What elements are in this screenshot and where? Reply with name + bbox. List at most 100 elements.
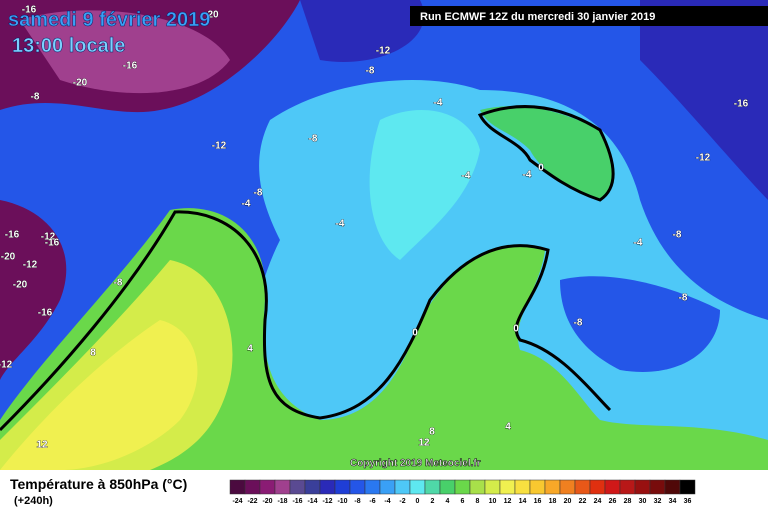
scale-label: 20	[564, 498, 572, 505]
contour-label: -8	[574, 318, 583, 329]
scale-label: 10	[489, 498, 497, 505]
color-swatch	[289, 479, 306, 495]
contour-label: -4	[634, 238, 643, 249]
scale-label: -14	[307, 498, 317, 505]
contour-label: -20	[73, 78, 88, 89]
scale-label: 14	[519, 498, 527, 505]
scale-label: -2	[399, 498, 405, 505]
scale-label: -22	[247, 498, 257, 505]
contour-label: -12	[696, 153, 711, 164]
date: samedi 9 février 2019	[8, 9, 210, 31]
contour-label: 8	[90, 348, 96, 359]
contour-label: -8	[673, 230, 682, 241]
scale-label: -16	[292, 498, 302, 505]
time: 13:00 locale	[12, 35, 125, 57]
contour-label: -20	[13, 280, 28, 291]
contour-label: 12	[418, 438, 430, 449]
color-swatch	[454, 479, 471, 495]
contour-label: 20	[207, 10, 219, 21]
scale-label: -24	[232, 498, 242, 505]
scale-label: -8	[354, 498, 360, 505]
scale-label: 18	[549, 498, 557, 505]
color-swatch	[574, 479, 591, 495]
color-swatch	[499, 479, 516, 495]
color-swatch	[259, 479, 276, 495]
contour-label: -8	[31, 92, 40, 103]
color-swatch	[589, 479, 606, 495]
color-swatch	[469, 479, 486, 495]
scale-label: -20	[262, 498, 272, 505]
scale-label: 28	[624, 498, 632, 505]
color-swatch	[379, 479, 396, 495]
contour-label: 8	[429, 427, 435, 438]
color-scale: -24 -22 -20 -18 -16 -14 -12 -10 -8 -6 -4 -2 0 2 4 6 8 10 1…	[229, 479, 696, 505]
scale-label: -12	[322, 498, 332, 505]
contour-label: -8	[254, 188, 263, 199]
color-swatch	[409, 479, 426, 495]
contour-label: -12	[376, 46, 391, 57]
scale-label: 0	[416, 498, 420, 505]
color-swatch	[679, 479, 696, 495]
contour-label: -4	[336, 219, 345, 230]
scale-label: 34	[669, 498, 677, 505]
contour-label: -4	[462, 171, 471, 182]
scale-label: 22	[579, 498, 587, 505]
contour-labels: -16-16-8-20-12-8-8-12-4-4 -40-8-4-4-16 -12…	[0, 4, 749, 451]
contour-label: 0	[412, 328, 418, 339]
color-swatch	[364, 479, 381, 495]
contour-label: 4	[505, 422, 511, 433]
contour-label: -4	[242, 199, 251, 210]
contour-label: -12	[23, 260, 38, 271]
contour-label: -16	[734, 99, 749, 110]
scale-label: 36	[684, 498, 692, 505]
color-swatch	[304, 479, 321, 495]
contour-label: -4	[523, 170, 532, 181]
scale-label: 26	[609, 498, 617, 505]
scale-label: 8	[476, 498, 480, 505]
contour-label: -4	[434, 98, 443, 109]
color-swatch	[604, 479, 621, 495]
color-swatch	[544, 479, 561, 495]
scale-label: -18	[277, 498, 287, 505]
legend-title: Température à 850hPa (°C)	[10, 476, 187, 492]
color-swatch	[424, 479, 441, 495]
color-swatch	[394, 479, 411, 495]
scale-label: 12	[504, 498, 512, 505]
scale-label: 6	[461, 498, 465, 505]
color-swatch	[634, 479, 651, 495]
contour-label: 0	[513, 324, 519, 335]
color-swatch	[529, 479, 546, 495]
contour-label: -16	[38, 308, 53, 319]
color-swatch	[334, 479, 351, 495]
scale-label: -4	[384, 498, 390, 505]
contour-label: -12	[0, 360, 13, 371]
color-swatch	[439, 479, 456, 495]
color-swatch	[349, 479, 366, 495]
contour-label: -12	[41, 232, 56, 243]
contour-label: 12	[36, 440, 48, 451]
color-swatch	[244, 479, 261, 495]
contour-label: -16	[5, 230, 20, 241]
scale-label: 16	[534, 498, 542, 505]
run-box	[410, 6, 768, 26]
contour-label: -8	[366, 66, 375, 77]
color-swatch	[649, 479, 666, 495]
contour-label: 4	[247, 344, 253, 355]
color-swatch	[664, 479, 681, 495]
contour-label: -8	[309, 134, 318, 145]
run-info: Run ECMWF 12Z du mercredi 30 janvier 201…	[420, 11, 655, 23]
contour-label: -12	[212, 141, 227, 152]
contour-label: -16	[45, 238, 60, 249]
color-swatch	[514, 479, 531, 495]
scale-label: 4	[446, 498, 450, 505]
contour-label: -8	[679, 293, 688, 304]
contour-label: -16	[22, 5, 37, 16]
contour-label: -20	[1, 252, 16, 263]
scale-label: 32	[654, 498, 662, 505]
scale-label: 30	[639, 498, 647, 505]
contour-label: -8	[114, 278, 123, 289]
color-swatch	[484, 479, 501, 495]
color-swatch	[229, 479, 246, 495]
color-swatch	[274, 479, 291, 495]
